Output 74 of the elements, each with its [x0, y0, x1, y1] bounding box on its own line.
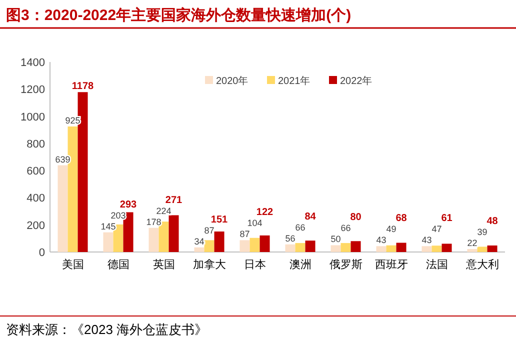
data-label: 34 [194, 236, 204, 246]
data-label: 122 [256, 207, 274, 218]
bar [295, 243, 306, 252]
data-label: 66 [295, 222, 306, 232]
bar [240, 240, 250, 252]
bar [442, 244, 452, 252]
bar [103, 232, 114, 252]
bar [250, 238, 260, 252]
bar [467, 249, 478, 252]
y-tick-label: 200 [26, 220, 45, 232]
bar [432, 246, 442, 252]
y-tick-label: 800 [26, 138, 45, 150]
bar [285, 244, 296, 252]
data-label: 39 [477, 227, 488, 238]
bar [422, 246, 432, 252]
y-tick-label: 0 [38, 247, 45, 259]
bar [148, 228, 159, 252]
data-label: 87 [204, 225, 214, 236]
data-label: 22 [467, 238, 478, 248]
bar [396, 242, 406, 252]
data-label: 87 [240, 229, 250, 240]
bar [194, 247, 204, 252]
x-tick-label: 意大利 [464, 258, 499, 271]
bar [260, 235, 270, 252]
bar [340, 243, 351, 252]
bar [386, 245, 396, 252]
legend-label: 2020年 [216, 75, 248, 87]
data-label: 61 [441, 213, 452, 224]
x-tick-label: 澳洲 [289, 258, 312, 271]
data-label: 84 [304, 211, 316, 222]
x-tick-label: 西班牙 [374, 258, 408, 271]
data-label: 50 [330, 234, 341, 244]
data-label: 151 [210, 214, 228, 226]
y-tick-label: 1000 [20, 111, 45, 124]
data-label: 1178 [72, 81, 94, 92]
y-tick-label: 1400 [20, 57, 45, 69]
bar [204, 240, 214, 252]
bar [168, 215, 179, 252]
data-label: 43 [376, 235, 386, 246]
x-tick-label: 加拿大 [192, 258, 226, 271]
data-label: 178 [146, 216, 162, 227]
bar [305, 240, 316, 252]
data-label: 56 [285, 233, 296, 244]
title: 图3：2020-2022年主要国家海外仓数量快速增加(个) [6, 7, 352, 24]
data-label: 66 [340, 223, 351, 234]
legend-label: 2021年 [278, 75, 310, 87]
data-label: 293 [120, 199, 137, 210]
data-label: 271 [165, 194, 182, 206]
x-tick-label: 日本 [244, 258, 266, 271]
x-tick-label: 美国 [62, 258, 84, 271]
x-tick-label: 俄罗斯 [329, 258, 362, 271]
bar [214, 232, 224, 252]
bar [376, 246, 386, 252]
data-label: 68 [396, 213, 407, 224]
data-label: 48 [486, 216, 498, 228]
data-label: 43 [422, 235, 432, 246]
legend-label: 2022年 [340, 75, 372, 87]
y-tick-label: 400 [26, 192, 45, 205]
bar [330, 245, 341, 252]
x-tick-label: 英国 [152, 258, 175, 271]
x-tick-label: 德国 [107, 259, 130, 271]
bar [477, 246, 488, 252]
y-tick-label: 600 [26, 166, 45, 178]
data-label: 47 [432, 224, 442, 234]
data-label: 49 [386, 224, 396, 234]
bar [58, 165, 68, 252]
data-label: 224 [156, 206, 172, 216]
bar [487, 245, 498, 252]
data-label: 104 [247, 218, 262, 228]
x-tick-label: 法国 [426, 258, 448, 271]
bar [350, 241, 361, 252]
annotation: 资料来源：《2023 海外仓蓝皮书》 [6, 322, 208, 337]
y-tick-label: 1200 [20, 84, 45, 96]
data-label: 80 [350, 212, 362, 224]
